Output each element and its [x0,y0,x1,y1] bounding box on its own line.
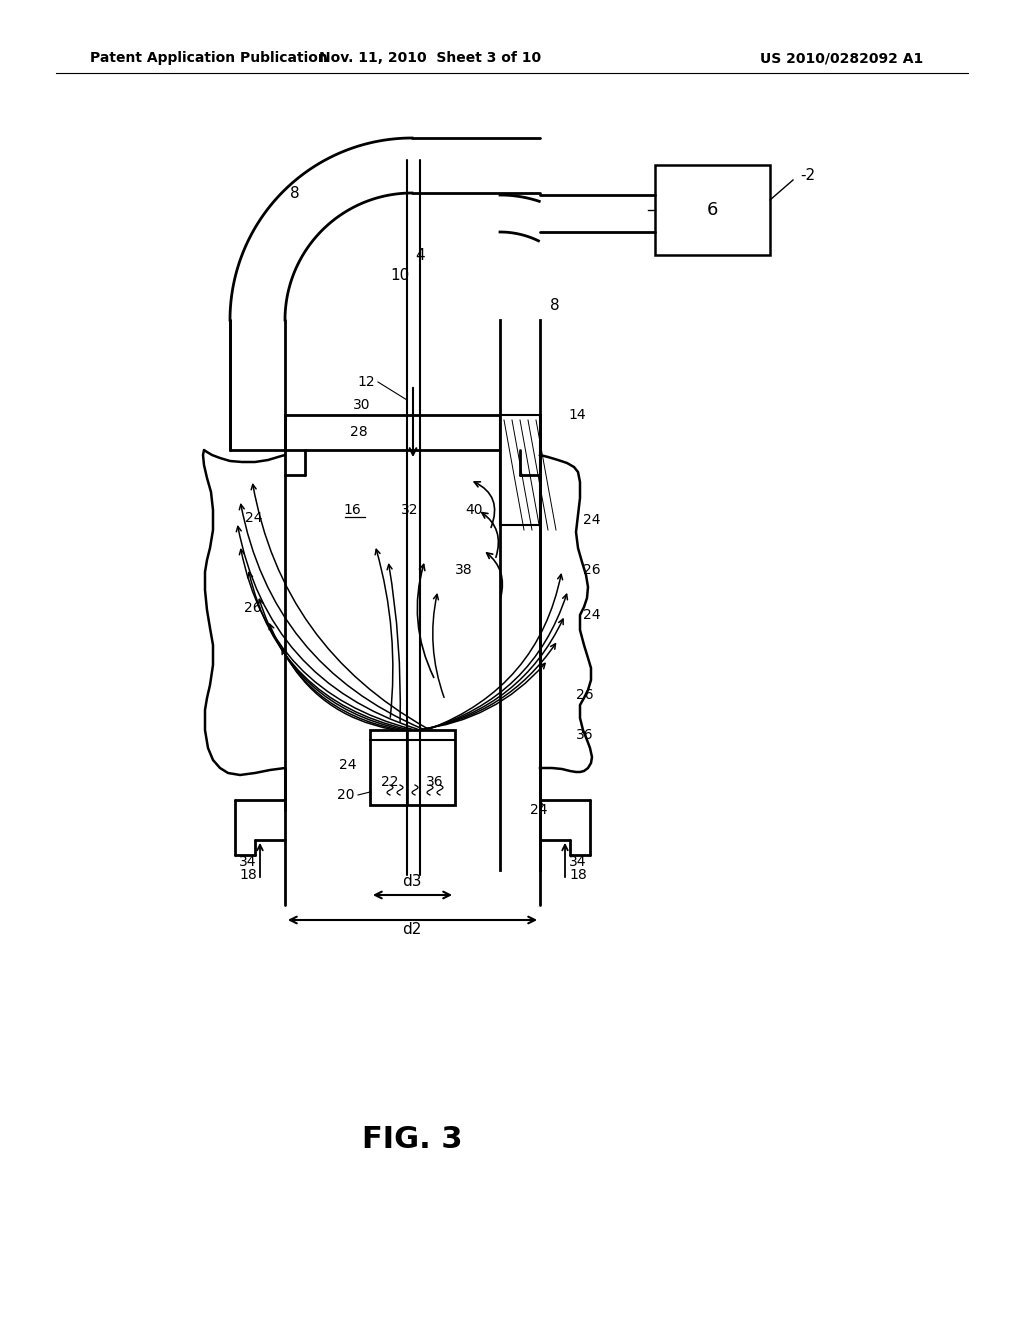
Text: 36: 36 [575,729,594,742]
Text: 20: 20 [338,788,355,803]
Text: 6: 6 [707,201,718,219]
Text: 16: 16 [343,503,360,517]
Bar [655,165,770,255]
Text: d2: d2 [402,923,422,937]
Bar [370,730,455,805]
Text: Nov. 11, 2010  Sheet 3 of 10: Nov. 11, 2010 Sheet 3 of 10 [318,51,541,65]
Text: 24: 24 [583,513,600,527]
Text: 18: 18 [569,869,587,882]
Bar [285,414,540,450]
Text: 22: 22 [381,775,398,789]
Text: US 2010/0282092 A1: US 2010/0282092 A1 [760,51,924,65]
Text: 12: 12 [357,375,375,389]
Text: 24: 24 [339,758,356,772]
Text: 34: 34 [569,855,587,869]
Text: FIG. 3: FIG. 3 [361,1126,462,1155]
Text: 26: 26 [245,601,262,615]
Text: 24: 24 [246,511,263,525]
Text: 36: 36 [426,775,443,789]
Text: 40: 40 [465,503,482,517]
Text: 14: 14 [568,408,586,422]
Bar [500,414,540,525]
Text: 28: 28 [350,425,368,440]
Text: 30: 30 [352,399,370,412]
Text: 4: 4 [415,248,425,263]
Text: 24: 24 [530,803,548,817]
Text: 18: 18 [240,869,257,882]
Text: 8: 8 [290,186,300,201]
Text: 8: 8 [550,297,560,313]
Text: Patent Application Publication: Patent Application Publication [90,51,328,65]
Text: d3: d3 [402,874,422,890]
Text: 26: 26 [583,564,601,577]
Text: 10: 10 [390,268,410,282]
Text: 34: 34 [240,855,257,869]
Text: 38: 38 [455,564,473,577]
Text: 24: 24 [583,609,600,622]
Text: 26: 26 [575,688,594,702]
Text: -2: -2 [800,168,815,182]
Text: 32: 32 [401,503,419,517]
